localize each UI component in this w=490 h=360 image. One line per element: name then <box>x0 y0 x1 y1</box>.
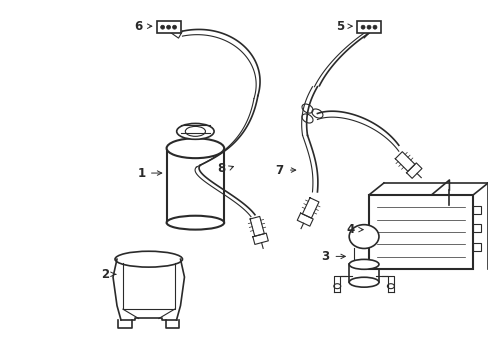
Bar <box>157 21 180 33</box>
Circle shape <box>373 25 377 29</box>
Text: 8: 8 <box>217 162 225 175</box>
Text: 4: 4 <box>347 223 355 236</box>
Ellipse shape <box>185 126 205 136</box>
Bar <box>357 21 381 33</box>
Ellipse shape <box>167 216 224 230</box>
Text: 2: 2 <box>101 268 109 281</box>
Bar <box>390 206 447 251</box>
Text: 1: 1 <box>138 167 146 180</box>
Text: 3: 3 <box>321 250 329 263</box>
Ellipse shape <box>349 225 379 248</box>
Circle shape <box>167 25 171 29</box>
Circle shape <box>367 25 371 29</box>
Text: 6: 6 <box>135 20 143 33</box>
Bar <box>369 195 473 269</box>
Ellipse shape <box>167 138 224 158</box>
Text: 7: 7 <box>275 163 284 176</box>
Bar <box>473 243 481 251</box>
Circle shape <box>172 25 176 29</box>
Ellipse shape <box>177 123 214 139</box>
Circle shape <box>161 25 165 29</box>
Circle shape <box>361 25 365 29</box>
Bar <box>473 206 481 214</box>
Text: 5: 5 <box>336 20 344 33</box>
Ellipse shape <box>349 260 379 269</box>
Ellipse shape <box>349 277 379 287</box>
Bar <box>473 224 481 232</box>
